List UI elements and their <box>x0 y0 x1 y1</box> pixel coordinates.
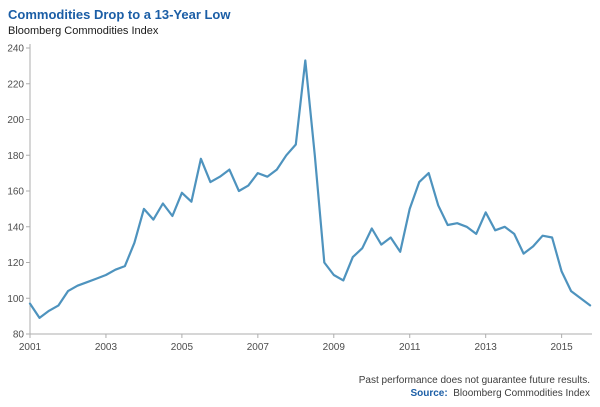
y-tick-label: 220 <box>7 79 24 90</box>
y-tick-label: 200 <box>7 115 24 126</box>
y-tick-label: 80 <box>13 330 25 341</box>
chart-footer: Past performance does not guarantee futu… <box>359 374 590 400</box>
y-tick-label: 180 <box>7 151 24 162</box>
y-tick-label: 140 <box>7 222 24 233</box>
x-tick-label: 2005 <box>171 342 194 353</box>
source-line: Source: Bloomberg Commodities Index <box>359 387 590 400</box>
source-text: Bloomberg Commodities Index <box>453 388 590 399</box>
source-label: Source: <box>410 388 448 399</box>
chart-area: 80 100 120 140 160 180 200 220 240 2001 2003 2005 20… <box>0 40 600 358</box>
x-tick-label: 2003 <box>95 342 118 353</box>
x-tick-label: 2007 <box>247 342 270 353</box>
x-tick-label: 2009 <box>323 342 346 353</box>
index-line <box>28 59 592 319</box>
x-tick-label: 2015 <box>550 342 573 353</box>
y-tick-label: 100 <box>7 294 24 305</box>
x-tick-label: 2001 <box>19 342 42 353</box>
chart-header: Commodities Drop to a 13-Year Low Bloomb… <box>0 0 600 38</box>
page-title: Commodities Drop to a 13-Year Low <box>8 7 231 22</box>
chart-subtitle: Bloomberg Commodities Index <box>8 25 159 37</box>
y-tick-label: 160 <box>7 187 24 198</box>
y-tick-label: 120 <box>7 258 24 269</box>
commodities-line-chart: 80 100 120 140 160 180 200 220 240 2001 2003 2005 20… <box>7 44 592 353</box>
x-tick-label: 2011 <box>399 342 421 353</box>
y-tick-label: 240 <box>7 44 24 55</box>
disclaimer-text: Past performance does not guarantee futu… <box>358 375 590 386</box>
x-tick-label: 2013 <box>475 342 498 353</box>
